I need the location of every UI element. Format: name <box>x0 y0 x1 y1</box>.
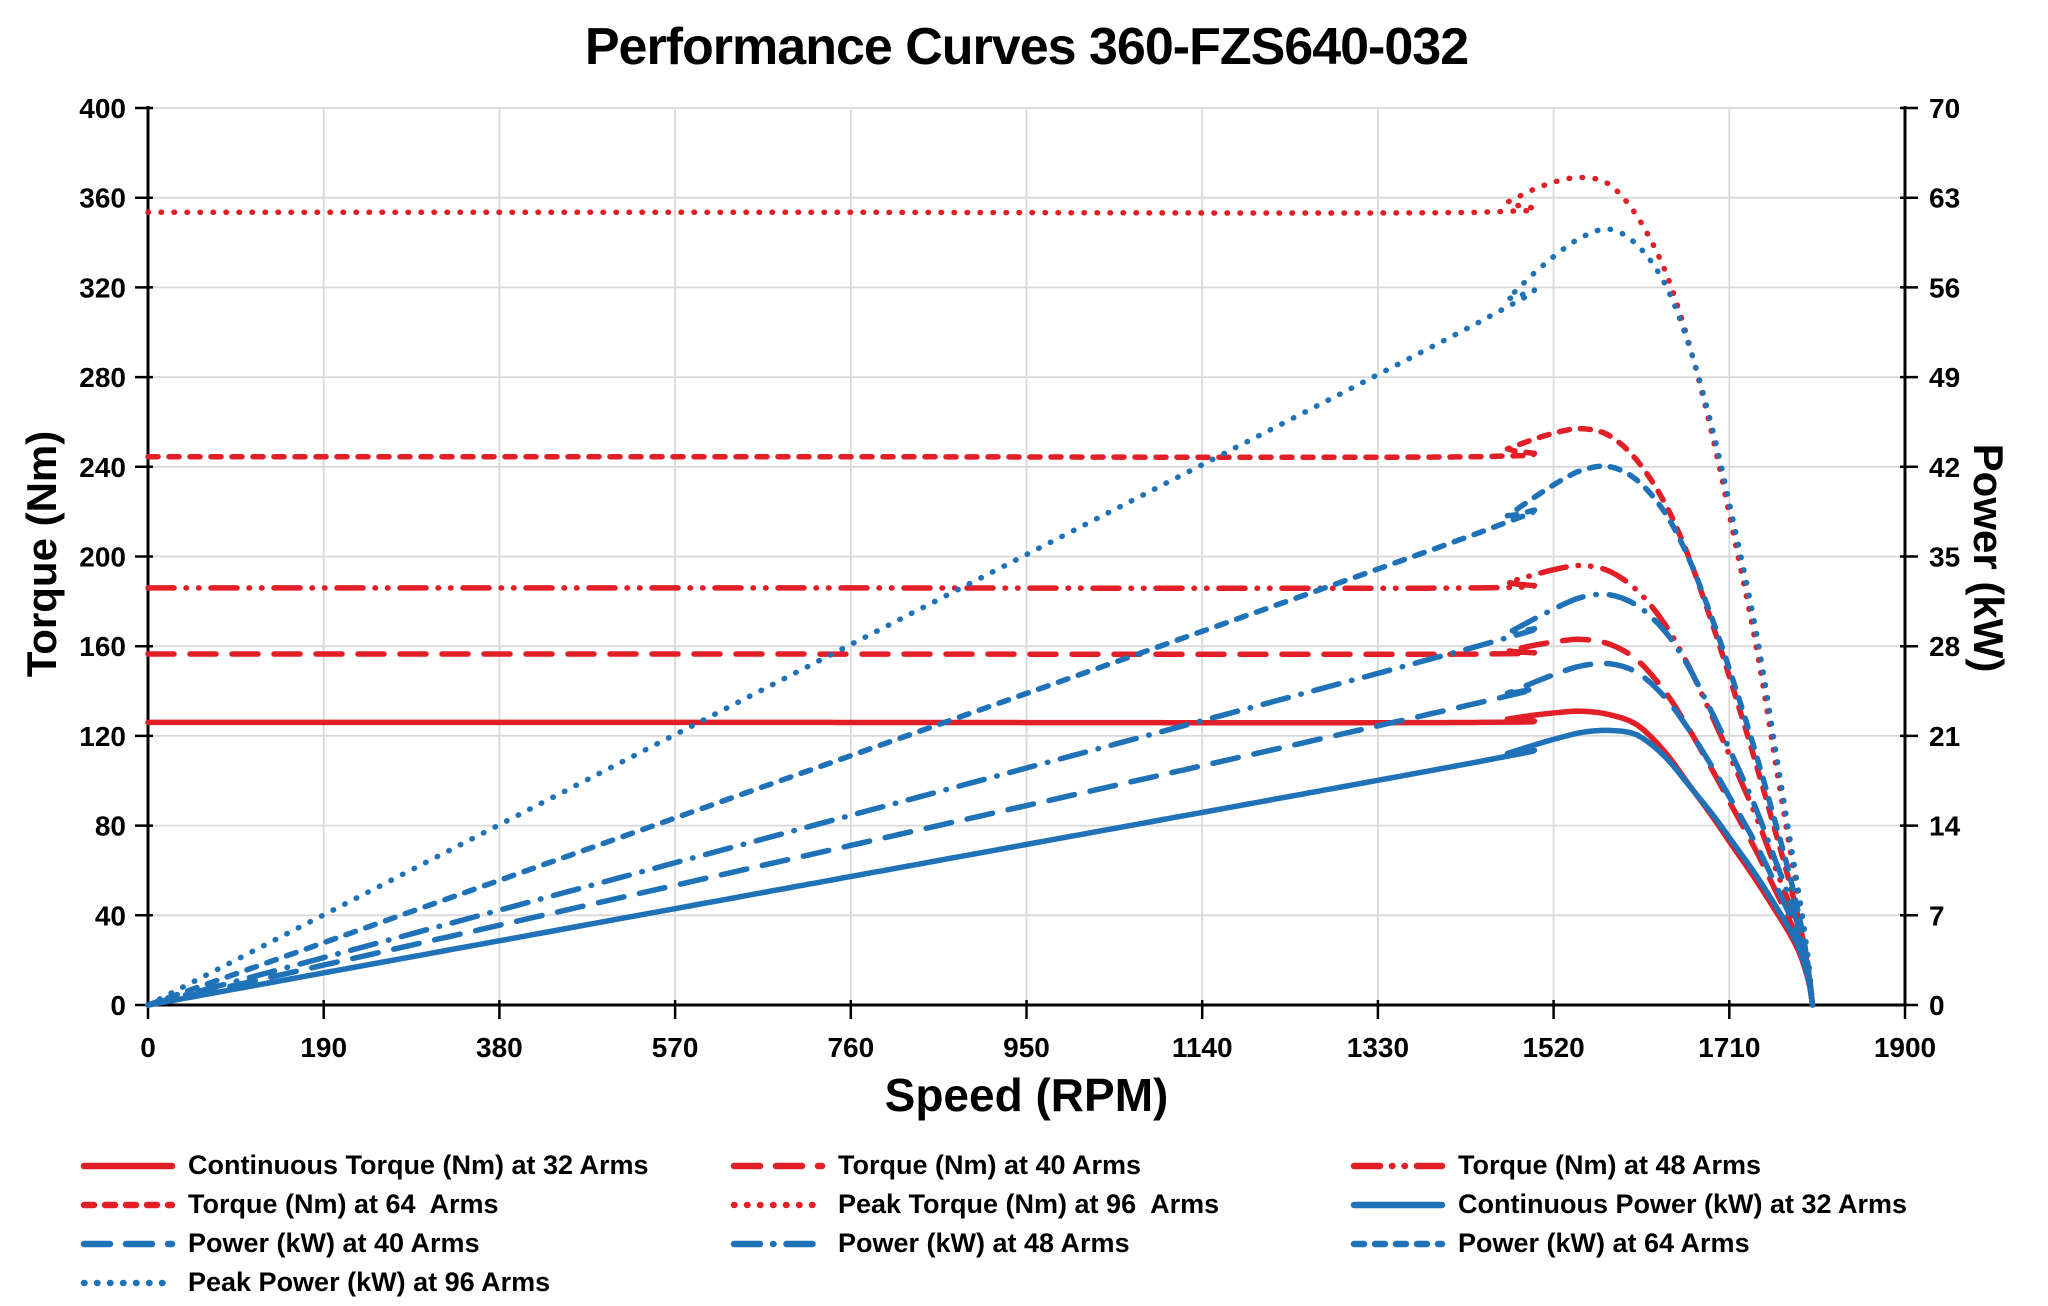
legend-marker-solid <box>80 1162 176 1169</box>
y-left-tick-label: 80 <box>95 811 126 842</box>
y-right-tick-label: 0 <box>1929 990 1945 1021</box>
x-tick-label: 1330 <box>1347 1032 1409 1063</box>
y-left-tick-label: 360 <box>79 183 126 214</box>
curve-power-64 <box>145 463 1816 1008</box>
x-tick-label: 760 <box>827 1032 874 1063</box>
legend-marker-solid <box>1350 1201 1446 1208</box>
curve-torque-96 <box>145 174 1816 1008</box>
y-left-tick-label: 200 <box>79 542 126 573</box>
chart-title: Performance Curves 360-FZS640-032 <box>584 18 1469 76</box>
legend-marker-dot <box>730 1201 826 1208</box>
x-tick-label: 570 <box>652 1032 699 1063</box>
legend-marker-dashdot <box>730 1240 826 1247</box>
legend-item-power-96: Peak Power (kW) at 96 Arms <box>80 1263 730 1302</box>
y-right-tick-label: 21 <box>1929 721 1960 752</box>
legend-label: Continuous Power (kW) at 32 Arms <box>1458 1189 1908 1219</box>
legend-item-power-32: Continuous Power (kW) at 32 Arms <box>1350 1185 2010 1224</box>
legend-marker-dashdotdot <box>1350 1162 1446 1169</box>
curve-torque-40 <box>145 636 1816 1008</box>
legend-label: Power (kW) at 40 Arms <box>188 1228 480 1258</box>
legend-label: Peak Power (kW) at 96 Arms <box>188 1267 551 1297</box>
y-right-tick-label: 42 <box>1929 452 1960 483</box>
y-left-tick-label: 280 <box>79 362 126 393</box>
legend-item-torque-40: Torque (Nm) at 40 Arms <box>730 1146 1350 1185</box>
x-tick-label: 0 <box>140 1032 156 1063</box>
curve-power-40 <box>145 660 1816 1008</box>
y-right-tick-label: 70 <box>1929 93 1960 124</box>
legend-label: Power (kW) at 64 Arms <box>1458 1228 1750 1258</box>
y-right-tick-label: 56 <box>1929 272 1960 303</box>
y-left-tick-label: 40 <box>95 900 126 931</box>
y-right-tick-label: 35 <box>1929 542 1960 573</box>
legend-marker-longdash <box>80 1240 176 1247</box>
legend-label: Torque (Nm) at 40 Arms <box>838 1150 1142 1180</box>
y-right-tick-label: 14 <box>1929 811 1961 842</box>
legend: Continuous Torque (Nm) at 32 Arms Torque … <box>80 1146 2010 1302</box>
curve-torque-32 <box>145 708 1816 1008</box>
x-tick-label: 380 <box>476 1032 523 1063</box>
legend-marker-longdash <box>730 1162 826 1169</box>
legend-item-torque-32: Continuous Torque (Nm) at 32 Arms <box>80 1146 730 1185</box>
curve-power-32 <box>145 727 1816 1008</box>
y-left-tick-label: 400 <box>79 93 126 124</box>
legend-item-power-48: Power (kW) at 48 Arms <box>730 1224 1350 1263</box>
legend-item-torque-96: Peak Torque (Nm) at 96 Arms <box>730 1185 1350 1224</box>
curve-power-96 <box>145 226 1816 1008</box>
x-tick-label: 1520 <box>1522 1032 1584 1063</box>
y-left-tick-label: 160 <box>79 631 126 662</box>
legend-marker-shortdash <box>1350 1240 1446 1247</box>
x-tick-label: 1900 <box>1874 1032 1936 1063</box>
y-right-tick-label: 49 <box>1929 362 1960 393</box>
x-tick-label: 950 <box>1003 1032 1050 1063</box>
legend-label: Torque (Nm) at 48 Arms <box>1458 1150 1762 1180</box>
curve-torque-64 <box>145 425 1816 1008</box>
legend-label: Torque (Nm) at 64 Arms <box>188 1189 499 1219</box>
y-left-tick-label: 120 <box>79 721 126 752</box>
curve-torque-48 <box>145 562 1816 1008</box>
x-tick-label: 1140 <box>1172 1032 1233 1063</box>
y-left-tick-label: 240 <box>79 452 126 483</box>
legend-label: Peak Torque (Nm) at 96 Arms <box>838 1189 1220 1219</box>
legend-label: Power (kW) at 48 Arms <box>838 1228 1130 1258</box>
x-tick-label: 1710 <box>1698 1032 1760 1063</box>
legend-item-power-64: Power (kW) at 64 Arms <box>1350 1224 2010 1263</box>
legend-item-torque-64: Torque (Nm) at 64 Arms <box>80 1185 730 1224</box>
legend-marker-shortdash <box>80 1201 176 1208</box>
y-right-tick-label: 7 <box>1929 900 1945 931</box>
y-left-tick-label: 320 <box>79 272 126 303</box>
legend-item-power-40: Power (kW) at 40 Arms <box>80 1224 730 1263</box>
curve-power-48 <box>145 591 1816 1008</box>
y-left-tick-label: 0 <box>110 990 126 1021</box>
legend-marker-dot <box>80 1279 176 1286</box>
x-axis-title: Speed (RPM) <box>884 1069 1169 1121</box>
y-right-tick-label: 63 <box>1929 183 1960 214</box>
y-right-tick-label: 28 <box>1929 631 1960 662</box>
legend-label: Continuous Torque (Nm) at 32 Arms <box>188 1150 649 1180</box>
legend-item-torque-48: Torque (Nm) at 48 Arms <box>1350 1146 2010 1185</box>
x-tick-label: 190 <box>300 1032 347 1063</box>
